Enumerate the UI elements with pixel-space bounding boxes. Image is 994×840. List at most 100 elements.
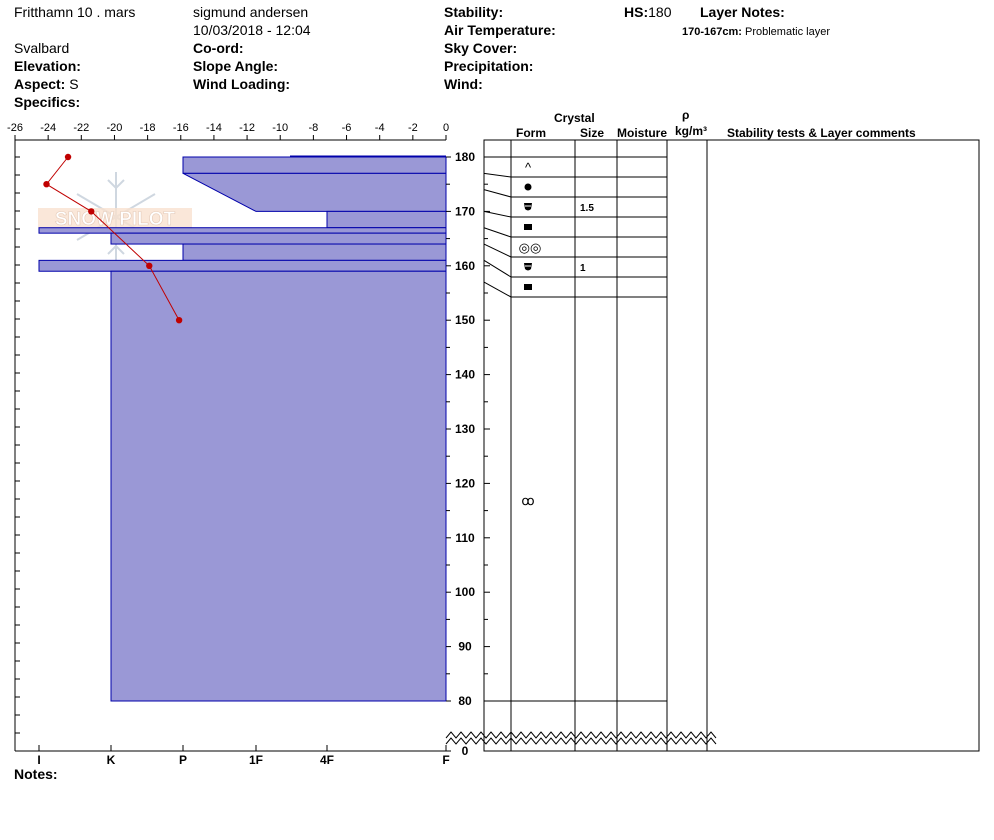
rho-header: ρ [682,108,690,122]
hardness-bar [110,270,447,702]
temperature-tick-label: -12 [239,122,255,134]
notes-label: Notes: [14,766,58,782]
observer-name: sigmund andersen [193,4,309,20]
temperature-tick-label: -2 [408,122,418,134]
height-tick-label: 130 [455,422,475,436]
observation-datetime: 10/03/2018 - 12:04 [193,22,311,38]
grain-form-icon [524,224,532,230]
size-header: Size [580,126,605,140]
layer-notes-label: Layer Notes: [700,4,785,20]
comments-header: Stability tests & Layer comments [727,126,916,140]
height-tick-label: 160 [455,259,475,273]
grain-size-value: 1 [580,263,586,274]
region-name: Svalbard [14,40,70,56]
temperature-tick-label: -20 [107,122,123,134]
temperature-tick-label: 0 [443,122,449,134]
height-tick-label: 90 [458,640,472,654]
height-tick-label: 120 [455,476,475,490]
sky-cover-label: Sky Cover: [444,40,518,56]
height-tick-label: 110 [455,531,475,545]
air-temperature-label: Air Temperature: [444,22,556,38]
temperature-point [88,208,95,215]
location-name: Fritthamn 10 . mars [14,4,136,20]
layer-note-range: 170-167cm: [682,26,742,38]
height-tick-label: 150 [455,313,475,327]
layer-note-text: Problematic layer [745,26,830,38]
layer-connector [483,259,512,278]
coord-label: Co-ord: [193,40,244,56]
temperature-point [43,181,50,188]
wind-label: Wind: [444,76,483,92]
hardness-tick-label: I [37,753,40,767]
temperature-tick-label: -16 [173,122,189,134]
hardness-bar [182,172,447,212]
hardness-bar [326,210,447,229]
temperature-point [175,317,183,324]
hardness-bar [38,227,447,234]
hardness-bar [182,243,447,261]
layer-connector [483,227,512,238]
hs-value: 180 [648,4,672,20]
height-tick-label: 80 [458,694,472,708]
hardness-tick-label: 1F [249,753,263,767]
aspect-value: S [69,76,79,92]
grain-form-icon [524,284,532,290]
layer-connector [483,210,512,218]
grain-form-icon [524,183,532,191]
elevation-label: Elevation: [14,58,81,74]
slope-angle-label: Slope Angle: [193,58,279,74]
layer-connector [483,189,512,198]
hardness-bar [38,259,447,272]
temperature-tick-label: -24 [40,122,56,134]
temperature-tick-label: -26 [7,122,23,134]
grain-form-icon [524,203,532,211]
temperature-tick-label: -10 [272,122,288,134]
layer-table-frame [483,139,980,752]
aspect-field: Aspect: S [14,76,79,92]
layer-note-line: 170-167cm: Problematic layer [682,24,830,40]
temperature-tick-label: -14 [206,122,222,134]
axis-break-zigzag [445,737,717,745]
height-tick-label: 140 [455,368,475,382]
temperature-tick-label: -6 [342,122,352,134]
grain-size-value: 1.5 [580,203,594,214]
density-header: kg/m³ [675,124,708,138]
grain-form-icon: ◎◎ [519,240,542,255]
crystal-header: Crystal [554,111,595,125]
moisture-header: Moisture [617,126,668,140]
layer-connector [483,243,512,258]
layer-connector [483,281,512,298]
temperature-tick-label: -22 [73,122,89,134]
hs-label: HS: [624,4,649,20]
precipitation-label: Precipitation: [444,58,534,74]
hardness-bar [182,156,447,174]
grain-form-icon [524,263,532,271]
grain-form-icon: ꝏ [521,493,534,508]
grain-form-icon: ^ [525,160,532,175]
axis-break-zigzag [445,731,717,739]
snowpilot-watermark: SNOW PILOT [38,172,192,262]
form-header: Form [516,126,546,140]
hardness-tick-label: K [107,753,116,767]
temperature-tick-label: -4 [375,122,385,134]
layer-connector [483,172,512,178]
hardness-tick-label: 4F [320,753,334,767]
temperature-tick-label: -8 [308,122,318,134]
specifics-label: Specifics: [14,94,81,110]
temperature-point [64,153,72,161]
height-tick-label: 180 [455,150,475,164]
stability-label: Stability: [444,4,504,20]
aspect-label: Aspect: [14,76,66,92]
wind-loading-label: Wind Loading: [193,76,291,92]
height-tick-label: 0 [462,744,469,758]
height-tick-label: 170 [455,204,475,218]
temperature-tick-label: -18 [140,122,156,134]
hardness-tick-label: P [179,753,187,767]
hardness-bar [110,232,447,245]
hs-field: HS:180 [624,4,671,20]
temperature-point [146,262,153,269]
height-tick-label: 100 [455,585,475,599]
hardness-tick-label: F [442,753,449,767]
svg-text:SNOW PILOT: SNOW PILOT [55,209,176,230]
